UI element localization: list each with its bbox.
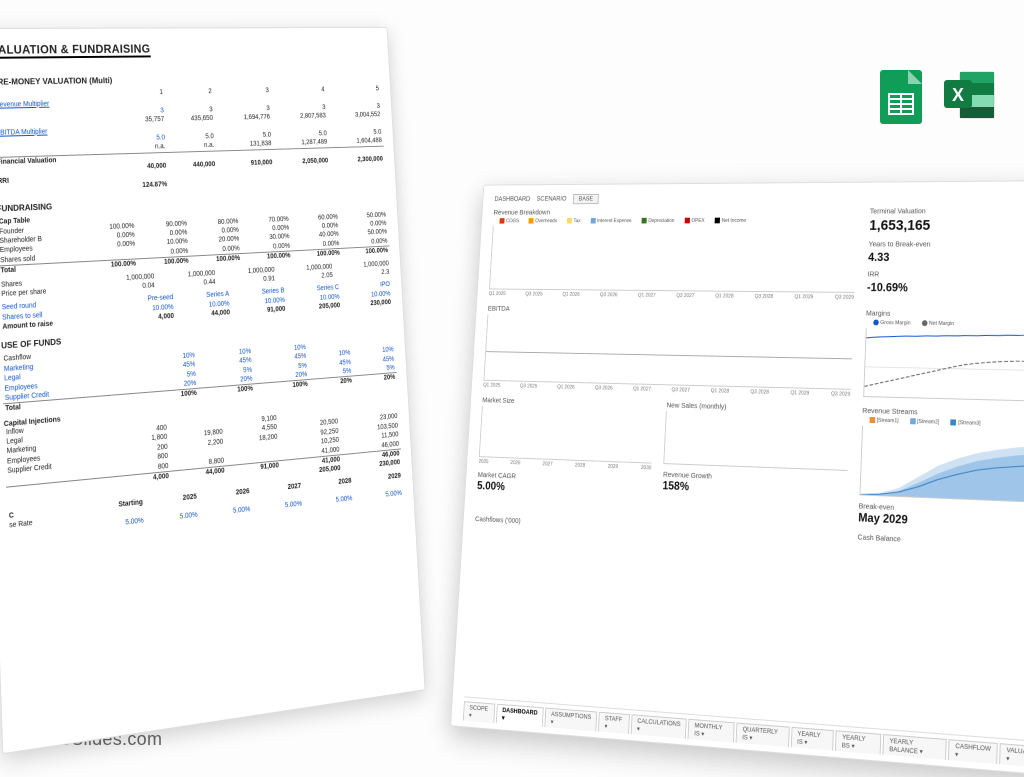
tab-calculations[interactable]: CALCULATIONS ▾: [631, 714, 687, 738]
dashboard-header: DASHBOARD SCENARIO BASE: [494, 191, 1024, 205]
cash-balance-label: Cash Balance: [857, 532, 1024, 553]
sheet-title: VALUATION & FUNDRAISING: [0, 42, 151, 59]
kpi-panel: Terminal Valuation1,653,165 Years to Bre…: [867, 206, 1024, 303]
scenario-select[interactable]: BASE: [573, 194, 599, 204]
ebitda-chart: EBITDA Q1 2025Q3 2025Q1 2026Q3 2026Q1 20…: [483, 305, 854, 399]
tab-assumptions[interactable]: ASSUMPTIONS ▾: [544, 708, 597, 732]
sheet-tabs[interactable]: SCOPE ▾DASHBOARD ▾ASSUMPTIONS ▾STAFF ▾CA…: [463, 696, 1024, 768]
tab-valuation[interactable]: VALUATION ▾: [999, 743, 1024, 768]
tab-yearly-is[interactable]: YEARLY IS ▾: [790, 727, 834, 751]
tab-scope[interactable]: SCOPE ▾: [463, 701, 495, 723]
tab-dashboard[interactable]: DASHBOARD ▾: [496, 704, 544, 727]
tab-staff[interactable]: STAFF ▾: [598, 712, 630, 734]
excel-icon: X: [944, 70, 996, 129]
premoney-table: 12345 Revenue Multiplier 33333 35,757435…: [0, 85, 386, 196]
revenue-streams-chart: Revenue Streams [Stream1][Stream2][Strea…: [858, 406, 1024, 533]
section-premoney: PRE-MONEY VALUATION (Multi): [0, 72, 380, 87]
tab-cashflow[interactable]: CASHFLOW ▾: [948, 739, 998, 764]
tab-quarterly-is[interactable]: QUARTERLY IS ▾: [736, 723, 790, 748]
dashboard-spreadsheet: DASHBOARD SCENARIO BASE Revenue Breakdow…: [450, 180, 1024, 777]
app-icons: X: [880, 70, 996, 129]
tab-monthly-is[interactable]: MONTHLY IS ▾: [688, 719, 735, 743]
google-sheets-icon: [880, 70, 922, 129]
margins-chart: Margins Gross MarginNet Margin: [863, 309, 1024, 403]
svg-text:X: X: [952, 85, 964, 105]
tab-yearly-balance[interactable]: YEARLY BALANCE ▾: [882, 734, 947, 760]
tab-yearly-bs[interactable]: YEARLY BS ▾: [835, 730, 881, 754]
revenue-breakdown-chart: Revenue Breakdown COGSOverheadsTaxIntere…: [489, 207, 858, 301]
new-sales-chart: New Sales (monthly) Revenue Growth 158%: [661, 401, 850, 524]
market-size-chart: Market Size 202520262027202820292030 Mar…: [476, 396, 655, 515]
valuation-spreadsheet: VALUATION & FUNDRAISING PRE-MONEY VALUAT…: [0, 27, 425, 754]
